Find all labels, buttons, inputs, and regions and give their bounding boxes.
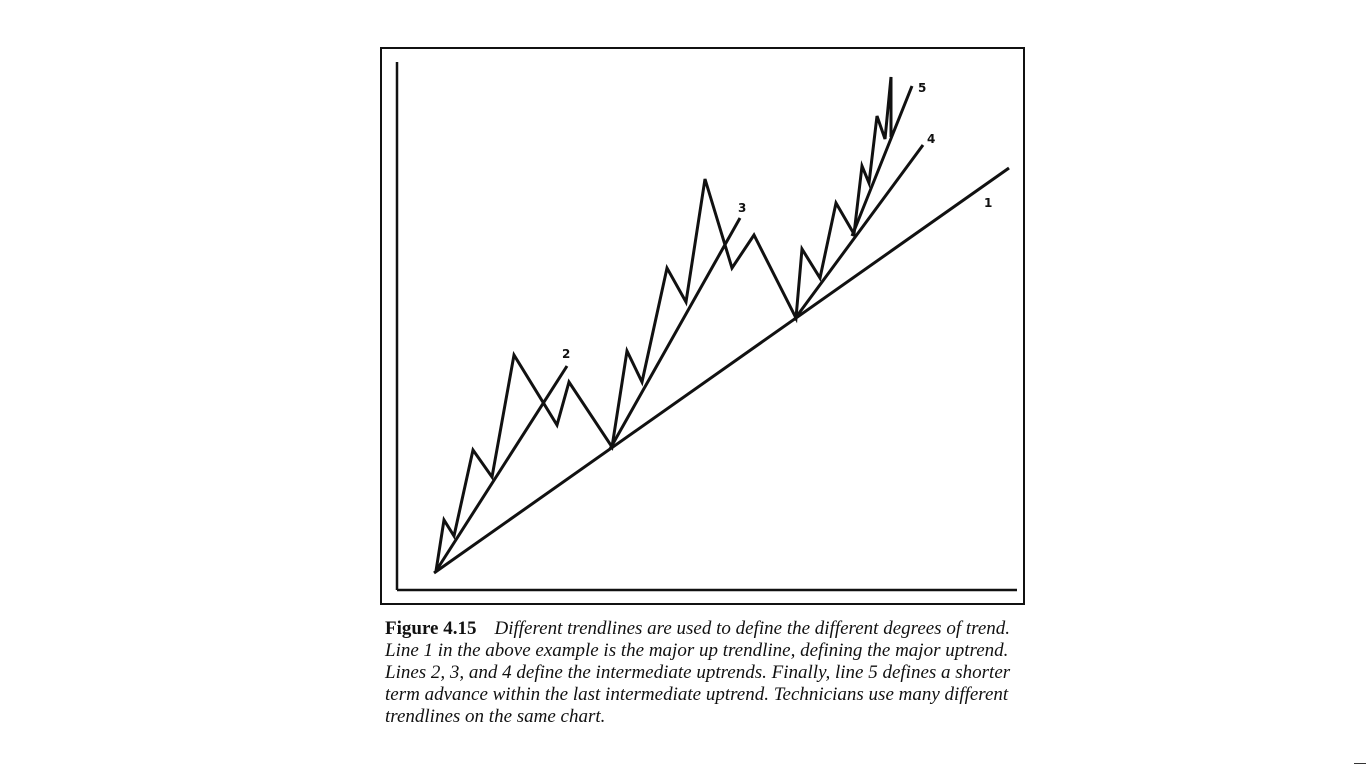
trendline-4 <box>792 144 925 321</box>
corner-mark <box>1354 763 1366 764</box>
caption-label: Figure 4.15 <box>385 618 477 639</box>
trendline-2 <box>434 365 569 572</box>
figure-caption: Figure 4.15 Different trendlines are used… <box>385 618 1035 728</box>
trendline-1 <box>433 166 1010 575</box>
caption-text: Different trendlines are used to define … <box>385 618 1011 727</box>
trendline-3 <box>608 217 742 450</box>
trendline-5 <box>850 85 914 237</box>
trendline-5-label: 5 <box>918 81 926 95</box>
trendline-3-label: 3 <box>738 201 746 215</box>
trendline-4-label: 4 <box>927 132 935 146</box>
price-path <box>434 76 893 572</box>
trendline-1-label: 1 <box>984 196 992 210</box>
figure-frame <box>380 47 1025 605</box>
trendline-2-label: 2 <box>562 347 570 361</box>
